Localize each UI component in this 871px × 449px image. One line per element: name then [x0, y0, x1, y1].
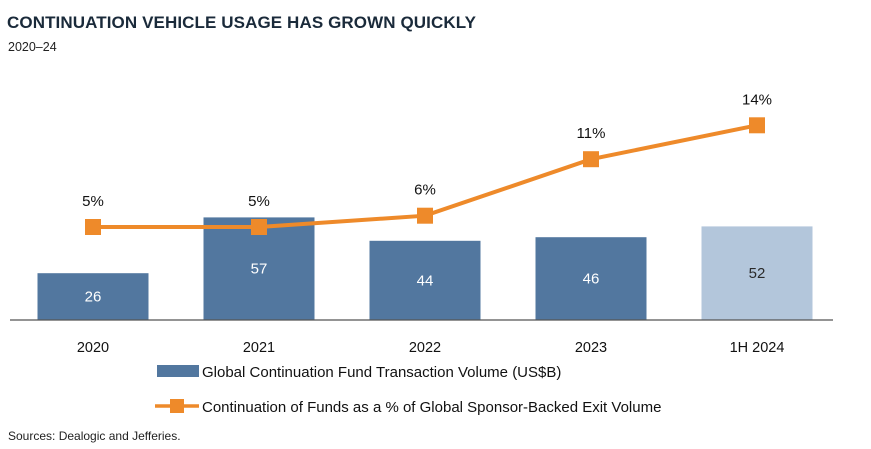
legend-line-label: Continuation of Funds as a % of Global S… — [202, 399, 661, 416]
legend-line-marker — [170, 399, 184, 413]
chart-subtitle: 2020–24 — [8, 40, 57, 54]
x-tick-label: 2022 — [409, 340, 441, 356]
bar-value-label: 57 — [251, 261, 268, 278]
source-note: Sources: Dealogic and Jefferies. — [8, 429, 181, 443]
legend-bar-swatch — [157, 365, 199, 377]
line-marker-4 — [749, 117, 765, 134]
bar-0 — [37, 273, 149, 320]
bar-3 — [535, 237, 647, 320]
line-marker-0 — [85, 219, 101, 235]
percent-value-label: 6% — [414, 182, 436, 199]
percent-value-label: 5% — [248, 193, 270, 210]
percent-value-label: 14% — [742, 91, 772, 108]
bar-value-label: 44 — [417, 272, 434, 289]
x-tick-label: 2020 — [77, 340, 109, 356]
percent-value-label: 11% — [577, 125, 606, 142]
bar-value-label: 52 — [749, 265, 766, 282]
bar-2 — [369, 240, 481, 320]
x-tick-label: 1H 2024 — [730, 340, 785, 356]
bar-value-label: 26 — [85, 289, 102, 306]
line-marker-1 — [251, 219, 267, 235]
percent-value-label: 5% — [82, 193, 104, 210]
line-marker-2 — [417, 207, 433, 224]
bar-4 — [701, 226, 813, 320]
legend-bar-label: Global Continuation Fund Transaction Vol… — [202, 364, 561, 381]
x-tick-label: 2023 — [575, 340, 607, 356]
bar-value-label: 46 — [583, 271, 600, 288]
x-tick-label: 2021 — [243, 340, 275, 356]
chart-title: CONTINUATION VEHICLE USAGE HAS GROWN QUI… — [7, 13, 477, 32]
line-marker-3 — [583, 151, 599, 168]
